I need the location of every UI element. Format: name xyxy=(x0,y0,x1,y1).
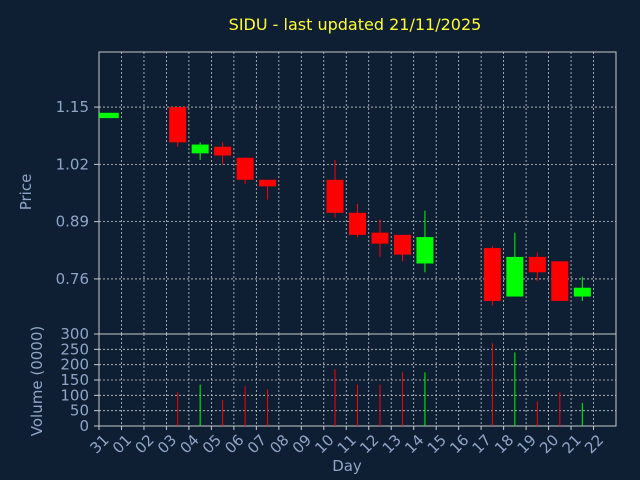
candle-body xyxy=(483,248,501,301)
chart-title: SIDU - last updated 21/11/2025 xyxy=(229,15,482,34)
price-axis-label: Price xyxy=(17,174,35,211)
volume-tick-label: 300 xyxy=(60,325,89,343)
volume-tick-label: 0 xyxy=(79,417,89,435)
price-panel-frame xyxy=(98,51,617,335)
candle-body xyxy=(393,234,411,255)
x-tick-label: 22 xyxy=(581,431,607,457)
candle-body xyxy=(528,256,546,273)
price-tick-label: 0.89 xyxy=(56,213,89,231)
price-y-ticks: 1.15 1.02 0.89 0.76 xyxy=(56,98,99,288)
volume-axis-label: Volume (0000) xyxy=(28,326,46,436)
candle-body xyxy=(259,179,277,187)
candle-body xyxy=(191,144,209,154)
candle-body xyxy=(236,157,254,180)
volume-tick-label: 100 xyxy=(60,386,89,404)
price-tick-label: 1.02 xyxy=(56,155,89,173)
volume-tick-label: 250 xyxy=(60,340,89,358)
volume-tick-label: 200 xyxy=(60,356,89,374)
candle-body xyxy=(214,146,232,156)
price-tick-label: 1.15 xyxy=(56,98,89,116)
candles xyxy=(99,107,591,306)
candle-body xyxy=(371,232,389,244)
volume-bars xyxy=(177,343,583,426)
candle-body xyxy=(416,237,434,264)
volume-tick-label: 50 xyxy=(70,402,89,420)
price-tick-label: 0.76 xyxy=(56,270,89,288)
x-ticks: 3101020304050607080910111213141516171819… xyxy=(87,426,607,457)
candle-body xyxy=(169,107,187,143)
candle-body xyxy=(326,179,344,213)
candle-body xyxy=(99,112,119,119)
candle-body xyxy=(551,261,569,301)
candle-body xyxy=(573,287,591,297)
candle-body xyxy=(506,256,524,297)
price-panel xyxy=(98,51,617,335)
volume-tick-label: 150 xyxy=(60,371,89,389)
candle-body xyxy=(349,212,366,235)
x-axis-label: Day xyxy=(332,457,362,475)
